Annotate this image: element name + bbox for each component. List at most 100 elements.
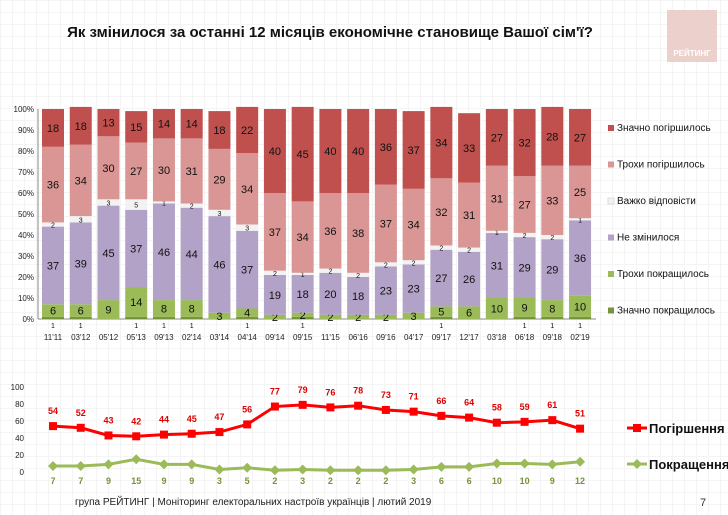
line-marker bbox=[48, 461, 58, 472]
bar-value-label: 2 bbox=[190, 204, 194, 211]
legend-swatch bbox=[608, 161, 614, 168]
page-number: 7 bbox=[700, 497, 707, 509]
bar-value-label: 40 bbox=[269, 146, 281, 158]
bar-segment bbox=[125, 209, 148, 288]
line-marker bbox=[519, 458, 530, 469]
bar-segment bbox=[569, 109, 592, 166]
bar-value-label: 3 bbox=[107, 200, 111, 207]
bar-value-label: 18 bbox=[213, 125, 225, 137]
legend-swatch bbox=[608, 307, 614, 314]
bar-value-label: 37 bbox=[407, 145, 419, 157]
bar-segment bbox=[319, 272, 342, 315]
bar-segment bbox=[541, 316, 564, 319]
line-value-label: 59 bbox=[520, 402, 530, 412]
line-value-label: 43 bbox=[103, 415, 113, 425]
bar-value-label: 8 bbox=[161, 304, 167, 316]
bar-value-label: 32 bbox=[435, 207, 447, 219]
bar-segment bbox=[69, 144, 92, 217]
bar-value-label: 2 bbox=[273, 271, 277, 278]
bar-value-label: 23 bbox=[407, 284, 419, 296]
bar-value-label: 29 bbox=[518, 263, 530, 275]
line-marker bbox=[353, 465, 364, 476]
bar-segment bbox=[513, 237, 536, 298]
bar-segment bbox=[402, 111, 425, 189]
bar-value-label: 13 bbox=[102, 118, 114, 130]
bar-value-label: 33 bbox=[546, 195, 558, 207]
bar-segment bbox=[402, 264, 425, 313]
bar-value-label: 39 bbox=[75, 258, 87, 270]
bar-value-label: 28 bbox=[546, 131, 558, 143]
bar-segment bbox=[374, 184, 397, 263]
bar-value-label: 8 bbox=[549, 304, 555, 316]
bar-segment bbox=[180, 203, 203, 208]
bar-segment bbox=[291, 201, 314, 273]
bar-value-label: 2 bbox=[356, 273, 360, 280]
x-tick-label: 06'18 bbox=[515, 333, 535, 342]
bar-segment bbox=[152, 300, 175, 317]
x-tick-label: 04'14 bbox=[238, 333, 258, 342]
bar-value-label: 1 bbox=[578, 217, 582, 224]
bar-segment bbox=[319, 268, 342, 273]
legend-label: Погіршення bbox=[649, 421, 725, 436]
bar-segment bbox=[458, 251, 481, 307]
line-y-tick-label: 40 bbox=[15, 434, 24, 443]
bar-value-label: 2 bbox=[383, 312, 389, 324]
line-value-label: 6 bbox=[467, 476, 472, 486]
line-marker bbox=[215, 428, 224, 437]
bar-segment bbox=[125, 199, 148, 210]
legend-swatch bbox=[608, 234, 614, 241]
bar-value-label: 37 bbox=[380, 218, 392, 230]
bar-value-label: 26 bbox=[463, 274, 475, 286]
bar-segment bbox=[541, 239, 564, 301]
series-line bbox=[53, 457, 581, 472]
bar-value-label: 18 bbox=[47, 123, 59, 135]
bar-segment bbox=[152, 201, 175, 204]
line-marker bbox=[214, 464, 225, 475]
bar-segment bbox=[125, 111, 148, 143]
bar-value-label: 37 bbox=[47, 260, 59, 272]
bar-value-label: 34 bbox=[297, 232, 309, 244]
line-value-label: 12 bbox=[575, 476, 585, 486]
x-tick-label: 09'14 bbox=[265, 333, 285, 342]
bar-value-label: 40 bbox=[324, 146, 336, 158]
line-marker bbox=[381, 405, 390, 414]
line-marker bbox=[131, 454, 142, 465]
bar-segment bbox=[485, 230, 508, 233]
x-tick-label: 06'16 bbox=[348, 333, 368, 342]
line-marker bbox=[547, 459, 558, 470]
x-tick-label: 03'14 bbox=[210, 333, 230, 342]
line-marker bbox=[297, 464, 308, 475]
bar-segment bbox=[347, 193, 370, 273]
legend-label: Не змінилося bbox=[617, 233, 679, 244]
bar-segment bbox=[374, 314, 397, 319]
line-value-label: 58 bbox=[492, 403, 502, 413]
bar-value-label: 3 bbox=[217, 211, 221, 218]
line-marker bbox=[159, 430, 168, 439]
bar-value-label: 20 bbox=[324, 289, 336, 301]
bar-value-label: 19 bbox=[269, 290, 281, 302]
x-tick-label: 05'13 bbox=[127, 333, 147, 342]
series-line bbox=[52, 403, 581, 438]
bar-segment bbox=[569, 220, 592, 296]
bar-segment bbox=[42, 226, 64, 305]
bar-value-label: 36 bbox=[324, 226, 336, 238]
bar-segment bbox=[263, 314, 286, 319]
bar-segment bbox=[319, 314, 342, 319]
bar-value-label: 10 bbox=[574, 301, 586, 313]
bar-segment bbox=[374, 262, 397, 267]
line-value-label: 51 bbox=[575, 409, 585, 419]
bar-value-label: 1 bbox=[134, 323, 138, 330]
bar-value-label: 34 bbox=[241, 184, 253, 196]
legend-marker bbox=[632, 459, 642, 469]
legend-swatch bbox=[608, 125, 614, 131]
bar-value-label: 27 bbox=[518, 200, 530, 212]
bar-segment bbox=[347, 277, 370, 315]
line-y-tick-label: 80 bbox=[15, 400, 24, 409]
bar-segment bbox=[458, 247, 481, 252]
bar-segment bbox=[180, 300, 203, 317]
rating-logo: РЕЙТИНГ bbox=[667, 10, 717, 62]
bar-segment bbox=[291, 316, 314, 319]
bar-value-label: 36 bbox=[47, 180, 59, 192]
bar-value-label: 37 bbox=[241, 265, 253, 277]
